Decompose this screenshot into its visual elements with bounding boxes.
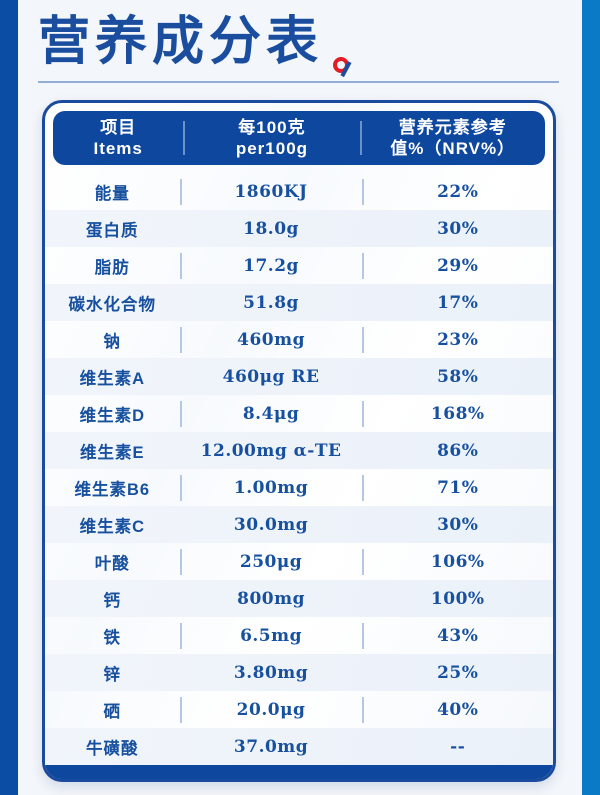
left-accent-stripe bbox=[0, 0, 18, 795]
cell-item-name: 维生素B6 bbox=[74, 480, 151, 499]
cell-per100g-value: 800mg bbox=[237, 588, 305, 609]
cell-per100g-value: 51.8g bbox=[243, 292, 299, 313]
cell-nrv-value: 86% bbox=[437, 440, 479, 461]
cell-item-name: 铁 bbox=[103, 628, 122, 647]
cell-item-name: 维生素D bbox=[79, 406, 146, 425]
header-col-per100g: 每100克 per100g bbox=[183, 111, 360, 165]
cell-nrv-value: 22% bbox=[362, 173, 553, 210]
header-per100g-zh: 每100克 bbox=[238, 118, 306, 137]
cell-per100g-value: 17.2g bbox=[180, 247, 363, 284]
table-row: 铁 6.5mg 43% bbox=[45, 617, 553, 654]
cell-item-name: 锌 bbox=[103, 665, 122, 684]
header-items-en: Items bbox=[93, 139, 143, 158]
cell-item-name: 牛磺酸 bbox=[86, 739, 139, 758]
cell-item-name: 叶酸 bbox=[94, 554, 130, 573]
cell-per100g-value: 460μg RE bbox=[222, 366, 320, 387]
cell-per100g-value: 37.0mg bbox=[233, 736, 309, 757]
table-row: 维生素D 8.4μg 168% bbox=[45, 395, 553, 432]
table-row: 维生素E 12.00mg α-TE 86% bbox=[45, 432, 553, 469]
cell-nrv-value: 40% bbox=[362, 691, 553, 728]
cell-item-name: 能量 bbox=[94, 184, 130, 203]
cell-per100g-value: 12.00mg α-TE bbox=[200, 440, 342, 461]
table-row: 碳水化合物 51.8g 17% bbox=[45, 284, 553, 321]
table-row: 维生素B6 1.00mg 71% bbox=[45, 469, 553, 506]
cell-per100g-value: 6.5mg bbox=[180, 617, 363, 654]
header-col-nrv: 营养元素参考 值%（NRV%） bbox=[360, 111, 545, 165]
header-nrv-line1: 营养元素参考 bbox=[398, 118, 507, 137]
cell-per100g-value: 250μg bbox=[180, 543, 363, 580]
cell-item-name: 维生素E bbox=[80, 443, 145, 462]
right-accent-stripe bbox=[582, 0, 600, 795]
header-nrv-line2: 值%（NRV%） bbox=[390, 139, 516, 158]
cell-nrv-value: 58% bbox=[437, 366, 479, 387]
cell-nrv-value: 29% bbox=[362, 247, 553, 284]
cell-per100g-value: 1.00mg bbox=[180, 469, 363, 506]
table-row: 硒 20.0μg 40% bbox=[45, 691, 553, 728]
page-title: 营养成分表 bbox=[38, 13, 324, 71]
table-header-row: 项目 Items 每100克 per100g 营养元素参考 值%（NRV%） bbox=[53, 111, 545, 165]
cell-item-name: 钙 bbox=[103, 591, 122, 610]
cell-nrv-value: 30% bbox=[437, 218, 479, 239]
title-divider-line bbox=[38, 81, 559, 83]
cell-item-name: 钠 bbox=[103, 332, 122, 351]
cell-nrv-value: 25% bbox=[437, 662, 479, 683]
cell-per100g-value: 20.0μg bbox=[180, 691, 363, 728]
header-items-zh: 项目 bbox=[100, 118, 137, 137]
table-row: 钙 800mg 100% bbox=[45, 580, 553, 617]
table-row: 钠 460mg 23% bbox=[45, 321, 553, 358]
ring-slash-stroke bbox=[339, 61, 351, 77]
cell-item-name: 脂肪 bbox=[94, 258, 130, 277]
cell-item-name: 蛋白质 bbox=[86, 221, 139, 240]
cell-per100g-value: 3.80mg bbox=[233, 662, 309, 683]
cell-item-name: 碳水化合物 bbox=[68, 295, 157, 314]
cell-item-name: 硒 bbox=[103, 702, 122, 721]
cell-item-name: 维生素C bbox=[79, 517, 146, 536]
table-row: 蛋白质 18.0g 30% bbox=[45, 210, 553, 247]
table-row: 锌 3.80mg 25% bbox=[45, 654, 553, 691]
table-footer-bar bbox=[45, 765, 553, 779]
cell-nrv-value: 106% bbox=[362, 543, 553, 580]
cell-item-name: 维生素A bbox=[79, 369, 146, 388]
nutrition-table-card: 项目 Items 每100克 per100g 营养元素参考 值%（NRV%） 能… bbox=[42, 100, 556, 782]
cell-nrv-value: 23% bbox=[362, 321, 553, 358]
table-row: 维生素C 30.0mg 30% bbox=[45, 506, 553, 543]
cell-nrv-value: 168% bbox=[362, 395, 553, 432]
table-row: 维生素A 460μg RE 58% bbox=[45, 358, 553, 395]
title-block: 营养成分表 bbox=[38, 12, 323, 72]
table-body: 能量 1860KJ 22% 蛋白质 18.0g 30% 脂肪 17.2g 29%… bbox=[45, 173, 553, 765]
cell-nrv-value: -- bbox=[450, 736, 466, 757]
table-row: 牛磺酸 37.0mg -- bbox=[45, 728, 553, 765]
table-row: 能量 1860KJ 22% bbox=[45, 173, 553, 210]
cell-per100g-value: 460mg bbox=[180, 321, 363, 358]
cell-per100g-value: 8.4μg bbox=[180, 395, 363, 432]
header-col-items: 项目 Items bbox=[53, 111, 183, 165]
cell-per100g-value: 30.0mg bbox=[233, 514, 309, 535]
cell-per100g-value: 1860KJ bbox=[180, 173, 363, 210]
cell-nrv-value: 71% bbox=[362, 469, 553, 506]
cell-nrv-value: 43% bbox=[362, 617, 553, 654]
cell-per100g-value: 18.0g bbox=[243, 218, 299, 239]
red-circle-mark bbox=[333, 57, 351, 77]
table-row: 脂肪 17.2g 29% bbox=[45, 247, 553, 284]
cell-nrv-value: 17% bbox=[437, 292, 479, 313]
cell-nrv-value: 30% bbox=[437, 514, 479, 535]
header-per100g-en: per100g bbox=[235, 139, 309, 158]
table-row: 叶酸 250μg 106% bbox=[45, 543, 553, 580]
cell-nrv-value: 100% bbox=[430, 588, 485, 609]
